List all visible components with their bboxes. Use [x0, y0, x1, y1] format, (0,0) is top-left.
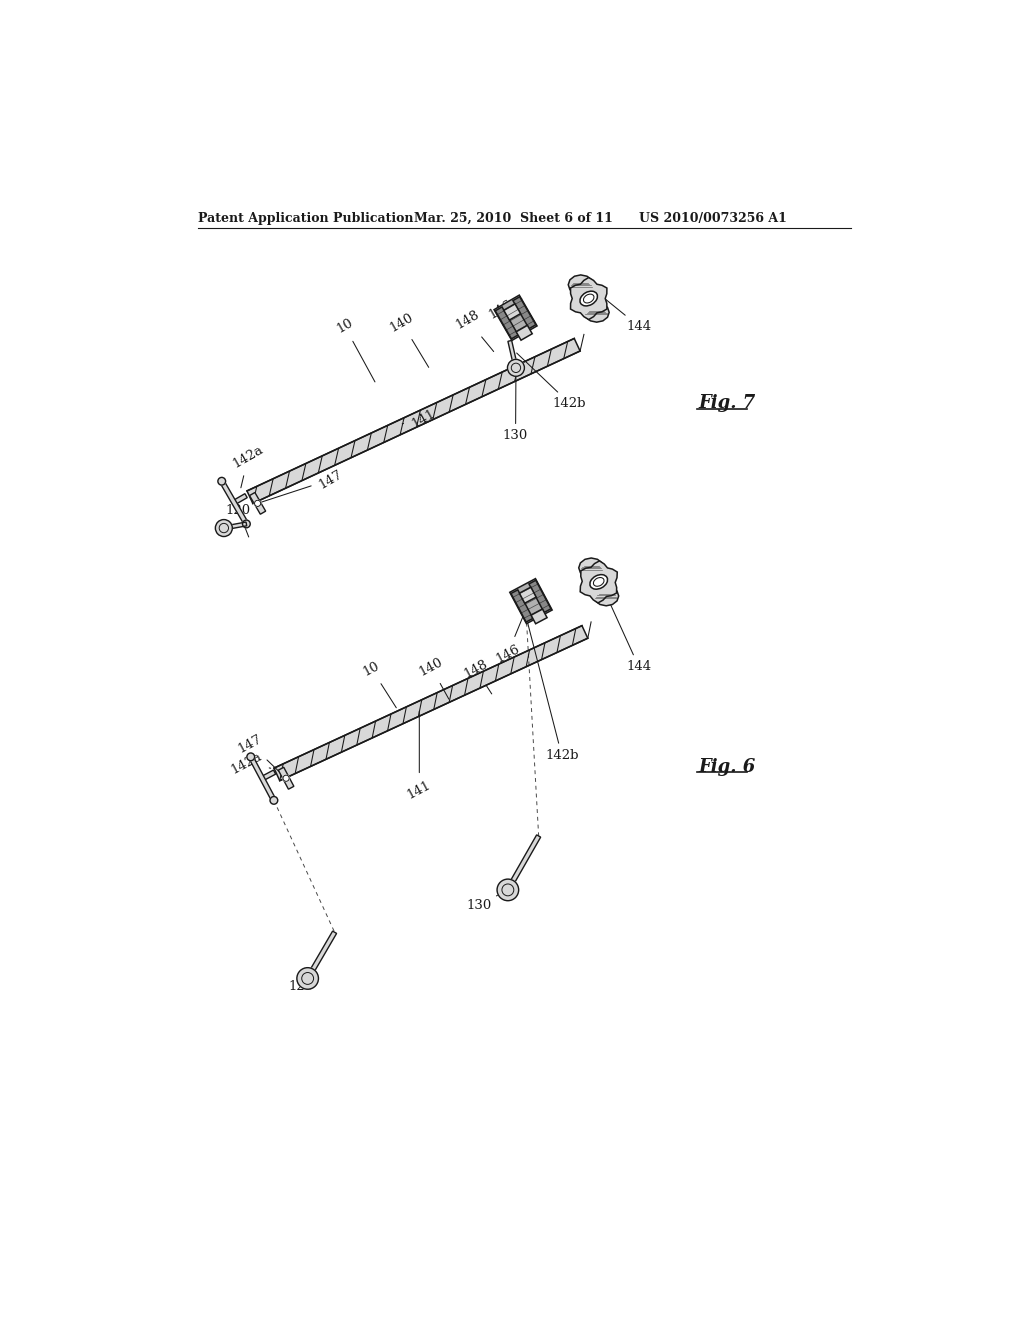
Text: 10: 10: [334, 317, 375, 381]
Circle shape: [497, 879, 518, 900]
Circle shape: [255, 500, 261, 507]
Polygon shape: [584, 302, 609, 322]
Text: 147: 147: [236, 731, 283, 775]
Ellipse shape: [580, 292, 597, 306]
Polygon shape: [496, 308, 518, 339]
Polygon shape: [274, 626, 588, 780]
Text: US 2010/0073256 A1: US 2010/0073256 A1: [639, 213, 786, 224]
Polygon shape: [223, 521, 247, 529]
Polygon shape: [529, 581, 551, 612]
Polygon shape: [579, 558, 604, 578]
Polygon shape: [232, 494, 247, 504]
Polygon shape: [594, 586, 618, 606]
Text: 141: 141: [402, 407, 437, 430]
Text: 142b: 142b: [517, 352, 586, 409]
Polygon shape: [516, 325, 532, 341]
Polygon shape: [510, 578, 552, 623]
Polygon shape: [261, 770, 275, 780]
Circle shape: [297, 968, 318, 989]
Text: 142a: 142a: [228, 750, 270, 776]
Circle shape: [215, 520, 232, 536]
Text: Fig. 6: Fig. 6: [698, 758, 756, 776]
Polygon shape: [279, 767, 294, 789]
Text: 120: 120: [226, 504, 251, 537]
Text: 141: 141: [406, 711, 433, 801]
Text: 144: 144: [594, 569, 651, 673]
Polygon shape: [581, 561, 617, 603]
Ellipse shape: [584, 294, 594, 304]
Text: 130: 130: [503, 375, 528, 442]
Text: 148: 148: [454, 308, 494, 351]
Text: 148: 148: [462, 657, 492, 694]
Text: 142a: 142a: [230, 442, 266, 488]
Polygon shape: [570, 277, 607, 319]
Text: Mar. 25, 2010  Sheet 6 of 11: Mar. 25, 2010 Sheet 6 of 11: [414, 213, 612, 224]
Circle shape: [508, 359, 524, 376]
Polygon shape: [511, 590, 532, 622]
Polygon shape: [504, 304, 520, 319]
Circle shape: [218, 478, 225, 486]
Text: 130: 130: [466, 892, 504, 912]
Text: 147: 147: [261, 467, 345, 502]
Polygon shape: [247, 338, 580, 503]
Text: 146: 146: [486, 298, 521, 322]
Text: Fig. 7: Fig. 7: [698, 395, 756, 412]
Text: 10: 10: [361, 659, 396, 708]
Polygon shape: [250, 492, 265, 515]
Circle shape: [247, 752, 255, 760]
Polygon shape: [519, 587, 537, 603]
Polygon shape: [508, 341, 518, 368]
Polygon shape: [506, 834, 541, 891]
Ellipse shape: [594, 578, 604, 586]
Ellipse shape: [590, 574, 607, 589]
Text: 120: 120: [289, 979, 314, 993]
Polygon shape: [513, 297, 536, 329]
Polygon shape: [306, 931, 337, 979]
Circle shape: [283, 775, 289, 781]
Polygon shape: [249, 756, 275, 801]
Text: 140: 140: [417, 655, 449, 700]
Polygon shape: [568, 275, 593, 294]
Text: 144: 144: [585, 282, 651, 333]
Circle shape: [270, 796, 278, 804]
Text: 142b: 142b: [527, 623, 579, 762]
Polygon shape: [531, 609, 547, 624]
Text: 146: 146: [494, 582, 537, 665]
Text: 140: 140: [387, 310, 429, 367]
Polygon shape: [494, 296, 537, 341]
Circle shape: [243, 520, 250, 528]
Polygon shape: [220, 480, 249, 525]
Text: Patent Application Publication: Patent Application Publication: [199, 213, 414, 224]
